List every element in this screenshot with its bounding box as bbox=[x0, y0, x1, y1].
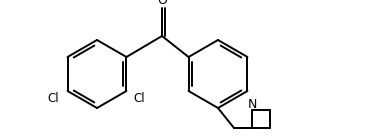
Text: O: O bbox=[157, 0, 167, 7]
Text: N: N bbox=[247, 99, 256, 112]
Text: Cl: Cl bbox=[48, 92, 59, 105]
Text: Cl: Cl bbox=[134, 92, 145, 105]
